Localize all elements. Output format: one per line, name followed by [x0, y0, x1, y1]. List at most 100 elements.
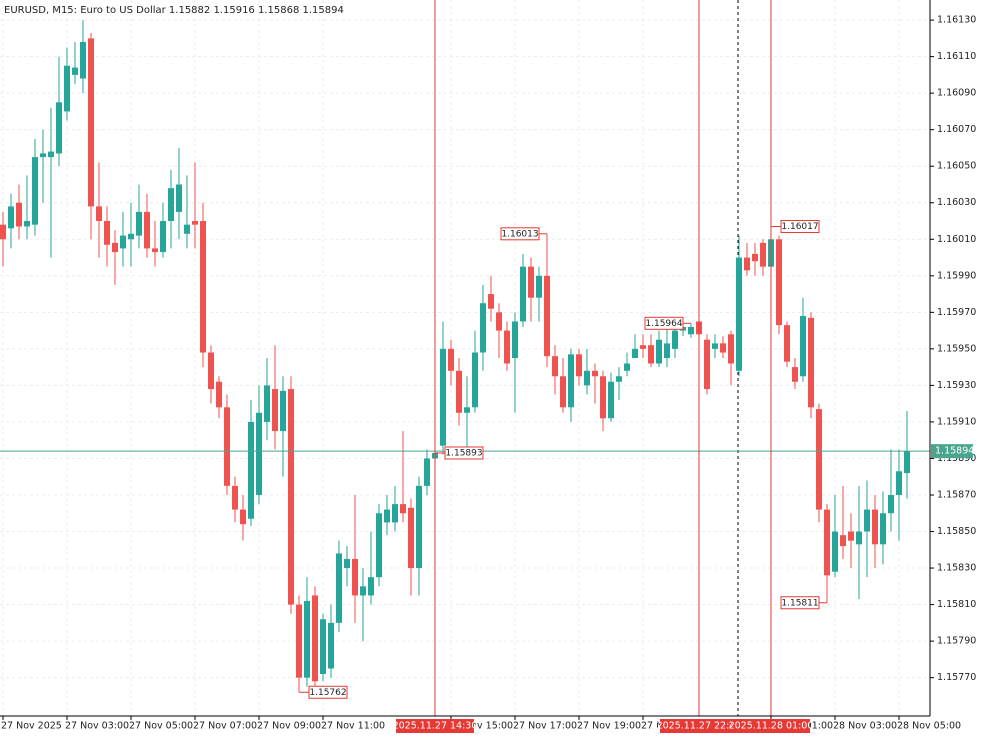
y-tick-label: 1.15770 — [937, 672, 976, 683]
candle-body — [616, 376, 622, 382]
time-label-box — [660, 719, 738, 733]
candle-body — [144, 211, 150, 249]
candle-body — [224, 407, 230, 486]
candle-body — [560, 376, 566, 408]
y-tick-label: 1.15930 — [937, 380, 976, 391]
price-label: 1.15894 — [935, 446, 974, 457]
candle-body — [424, 458, 430, 486]
candle-body — [504, 330, 510, 364]
candle-body — [296, 604, 302, 678]
candle-body — [48, 151, 54, 158]
candle-body — [136, 211, 142, 236]
time-label: 2025.11.27 14:30 — [393, 721, 478, 732]
candle-body — [384, 509, 390, 523]
candle-body — [856, 531, 862, 545]
candle-body — [184, 224, 190, 234]
candle-body — [320, 619, 326, 674]
y-tick-label: 1.16110 — [937, 51, 976, 62]
annotation-label: 1.15893 — [445, 448, 482, 458]
candle-body — [584, 370, 590, 386]
candle-body — [200, 221, 206, 353]
candle-body — [448, 348, 454, 371]
candle-body — [760, 242, 766, 267]
candle-body — [480, 303, 486, 353]
candle-body — [160, 221, 166, 253]
candle-body — [472, 352, 478, 408]
candle-body — [896, 471, 902, 495]
candle-body — [832, 531, 838, 572]
candle-body — [192, 221, 198, 225]
candle-body — [168, 188, 174, 222]
candle-body — [152, 248, 158, 253]
candle-body — [640, 345, 646, 349]
candle-body — [40, 153, 46, 158]
x-tick-label: 27 Nov 09:00 — [257, 721, 321, 732]
candle-body — [880, 513, 886, 545]
x-tick-label: 28 Nov 05:00 — [897, 721, 961, 732]
x-tick-label: 27 Nov 03:00 — [65, 721, 129, 732]
candle-body — [888, 494, 894, 514]
candle-body — [840, 535, 846, 547]
candle-body — [400, 504, 406, 514]
candle-body — [488, 294, 494, 309]
candle-body — [864, 509, 870, 532]
plot: 1.16013 1.15964 1.16017 1.15893 1.15762 1.158… — [0, 0, 930, 716]
candle-body — [376, 513, 382, 578]
candle-body — [32, 157, 38, 225]
candle-body — [688, 326, 694, 335]
y-tick-label: 1.15990 — [937, 270, 976, 281]
candle-body — [408, 507, 414, 569]
candle-body — [456, 370, 462, 413]
candle-body — [592, 370, 598, 377]
candle-body — [0, 224, 6, 240]
candle-body — [240, 509, 246, 525]
y-tick-label: 1.15870 — [937, 489, 976, 500]
candle-body — [56, 102, 62, 154]
x-tick-label: 27 Nov 15:00 — [449, 721, 513, 732]
candle-body — [672, 330, 678, 349]
candle-body — [776, 239, 782, 326]
candle-body — [904, 451, 910, 474]
candle-body — [800, 315, 806, 377]
candle-body — [648, 345, 654, 364]
x-tick-label: 27 Nov 19:00 — [577, 721, 641, 732]
candle-body — [464, 407, 470, 413]
candle-body — [512, 321, 518, 358]
candle-body — [632, 348, 638, 358]
y-tick-label: 1.15950 — [937, 343, 976, 354]
candle-body — [808, 317, 814, 408]
y-tick-label: 1.15790 — [937, 636, 976, 647]
candle-body — [96, 206, 102, 222]
candle-body — [64, 65, 70, 112]
y-tick-label: 1.15810 — [937, 599, 976, 610]
candle-body — [256, 412, 262, 495]
candle-body — [520, 266, 526, 322]
candle-body — [288, 389, 294, 605]
candle-body — [544, 275, 550, 357]
candle-body — [656, 339, 662, 364]
candle-body — [88, 38, 94, 207]
candle-body — [744, 257, 750, 271]
candle-body — [720, 343, 726, 353]
annotation-box — [780, 219, 820, 233]
candle-body — [736, 257, 742, 371]
y-tick-label: 1.15890 — [937, 453, 976, 464]
candle-body — [328, 622, 334, 669]
candle-body — [176, 184, 182, 212]
candle-body — [872, 509, 878, 545]
candle-body — [728, 334, 734, 364]
candle-body — [304, 600, 310, 678]
candle-body — [280, 390, 286, 432]
annotation-label: 1.15964 — [645, 319, 682, 329]
y-tick-label: 1.16010 — [937, 234, 976, 245]
x-tick-label: 27 Nov 2025 — [1, 721, 62, 732]
time-label: 2025.11.28 01:00 — [729, 721, 814, 732]
candle-body — [536, 275, 542, 298]
candle-body — [784, 325, 790, 362]
candle-body — [600, 376, 606, 419]
candle-body — [344, 558, 350, 569]
candle-body — [440, 348, 446, 446]
candle-body — [112, 242, 118, 253]
